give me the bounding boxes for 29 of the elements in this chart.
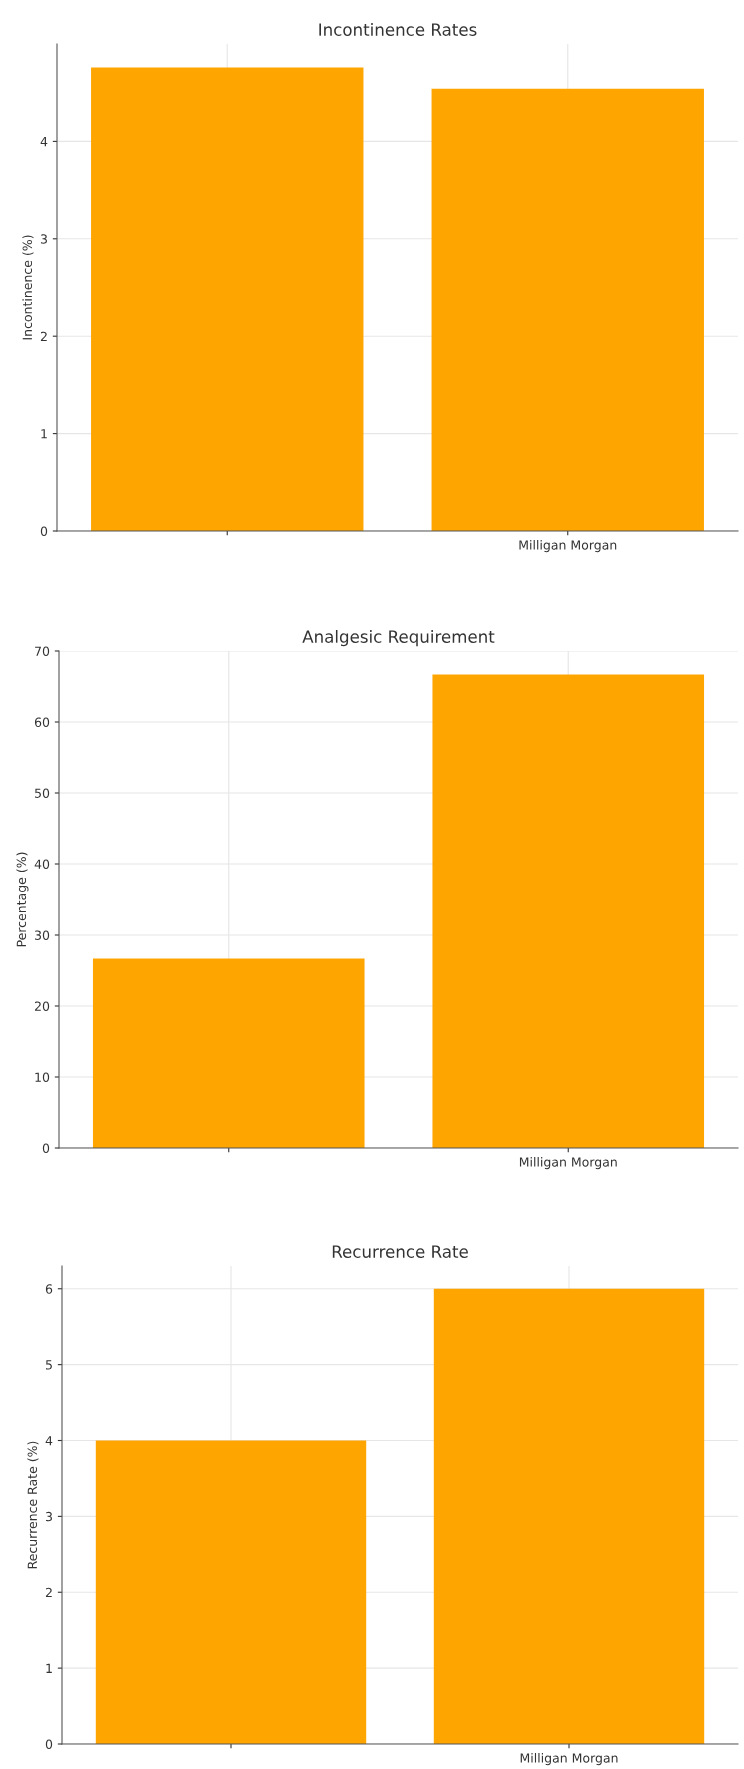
y-tick-label: 50: [35, 788, 50, 798]
x-tick-label: Milligan Morgan: [520, 1753, 618, 1766]
y-tick-label: 0: [42, 1143, 50, 1153]
y-tick-label: 60: [34, 717, 50, 727]
y-tick-label: 3: [45, 1511, 52, 1522]
y-axis-title: Recurrence Rate (%): [27, 1441, 39, 1569]
chart-title: Recurrence Rate: [332, 1245, 468, 1258]
y-tick-label: 2: [45, 1587, 52, 1597]
x-tick-label: Milligan Morgan: [519, 540, 617, 553]
chart-title: Analgesic Requirement: [302, 630, 495, 647]
y-tick-label: 20: [34, 1001, 50, 1011]
y-tick-label: 10: [35, 1072, 50, 1082]
y-tick-label: 4: [40, 137, 48, 147]
y-tick-label: 2: [40, 331, 47, 341]
chart-title: Incontinence Rates: [319, 23, 477, 36]
y-axis-title: Percentage (%): [16, 852, 29, 947]
y-tick-label: 1: [46, 1663, 52, 1673]
y-tick-label: 4: [45, 1436, 53, 1446]
y-tick-label: 70: [35, 646, 50, 656]
y-axis-title: Incontinence (%): [22, 235, 34, 340]
y-tick-label: 6: [45, 1284, 53, 1294]
y-tick-label: 5: [45, 1360, 52, 1370]
y-tick-label: 1: [41, 429, 47, 439]
y-tick-label: 0: [45, 1739, 53, 1749]
y-tick-label: 30: [35, 930, 50, 940]
y-tick-label: 40: [34, 859, 50, 869]
y-tick-label: 3: [40, 234, 47, 244]
y-tick-label: 0: [40, 526, 48, 536]
x-tick-label: Milligan Morgan: [519, 1157, 617, 1170]
